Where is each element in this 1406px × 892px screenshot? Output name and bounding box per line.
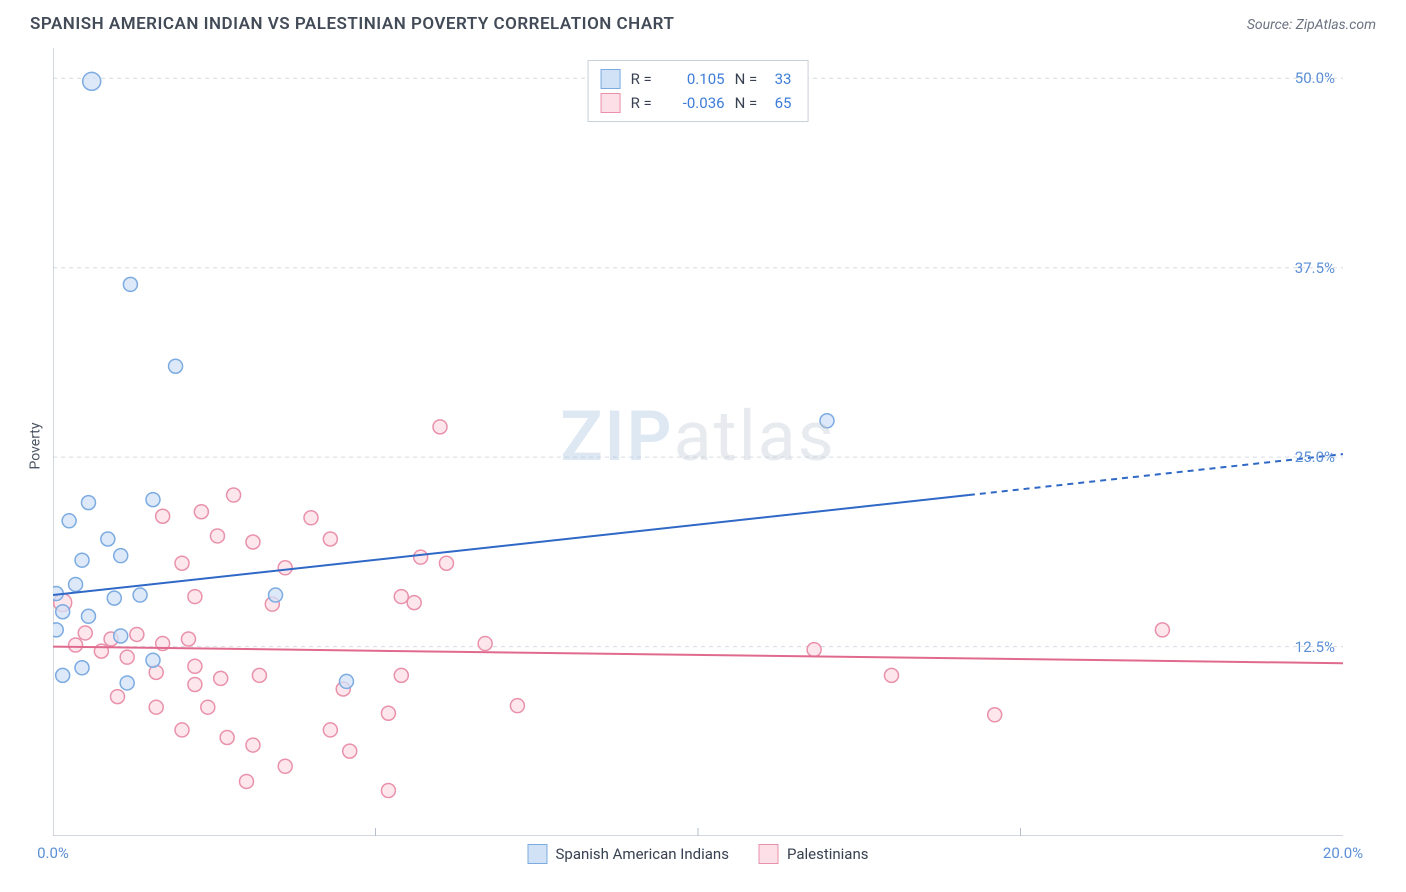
scatter-plot-svg (53, 48, 1343, 836)
legend-swatch-icon (759, 844, 779, 864)
correlation-legend: R = 0.105 N = 33 R = -0.036 N = 65 (588, 60, 809, 122)
chart-title: SPANISH AMERICAN INDIAN VS PALESTINIAN P… (30, 14, 674, 34)
x-tick-label: 20.0% (1323, 844, 1363, 862)
legend-swatch-icon (601, 69, 621, 89)
legend-swatch-icon (528, 844, 548, 864)
chart-container: SPANISH AMERICAN INDIAN VS PALESTINIAN P… (0, 0, 1406, 892)
y-axis-label: Poverty (28, 422, 44, 469)
legend-r-value: -0.036 (671, 91, 725, 115)
header: SPANISH AMERICAN INDIAN VS PALESTINIAN P… (0, 0, 1406, 44)
series-legend-item: Palestinians (759, 844, 869, 864)
series-legend-item: Spanish American Indians (528, 844, 729, 864)
legend-r-value: 0.105 (671, 67, 725, 91)
correlation-legend-row: R = -0.036 N = 65 (601, 91, 792, 115)
legend-swatch-icon (601, 93, 621, 113)
legend-n-value: 65 (775, 91, 792, 115)
legend-n-label: N = (735, 67, 765, 91)
legend-r-label: R = (631, 91, 661, 115)
series-legend-label: Spanish American Indians (556, 845, 729, 863)
series-legend-label: Palestinians (787, 845, 869, 863)
y-tick-label: 50.0% (1295, 69, 1335, 87)
y-tick-label: 25.0% (1295, 448, 1335, 466)
y-tick-label: 12.5% (1295, 638, 1335, 656)
source-attribution: Source: ZipAtlas.com (1247, 17, 1376, 33)
legend-r-label: R = (631, 67, 661, 91)
series-legend: Spanish American Indians Palestinians (528, 844, 869, 864)
legend-n-value: 33 (775, 67, 792, 91)
y-tick-label: 37.5% (1295, 259, 1335, 277)
x-tick-label: 0.0% (37, 844, 69, 862)
legend-n-label: N = (735, 91, 765, 115)
plot-area: ZIPatlas 12.5%25.0%37.5%50.0% 0.0%20.0% … (53, 48, 1343, 836)
correlation-legend-row: R = 0.105 N = 33 (601, 67, 792, 91)
